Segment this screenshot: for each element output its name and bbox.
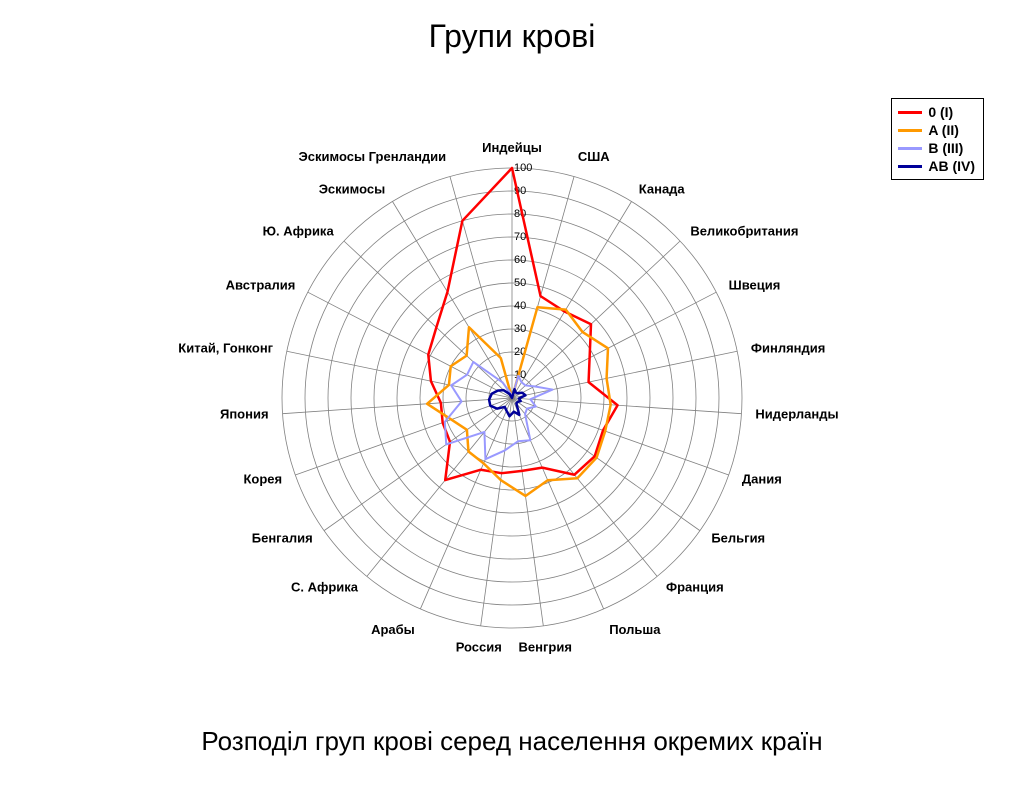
axis-label: Корея — [243, 472, 282, 487]
axis-label: Япония — [220, 407, 269, 422]
tick-label: 60 — [514, 254, 526, 266]
axis-label: Нидерланды — [755, 407, 838, 422]
axis-label: Ю. Африка — [263, 223, 335, 238]
tick-label: 70 — [514, 231, 526, 243]
axis-label: Австралия — [226, 278, 296, 293]
axis-label: Бельгия — [711, 531, 765, 546]
page-title: Групи крові — [0, 18, 1024, 55]
axis-label: Канада — [639, 182, 686, 197]
legend-label: 0 (I) — [928, 103, 953, 121]
legend-label: B (III) — [928, 139, 963, 157]
legend-item: B (III) — [898, 139, 975, 157]
legend-item: AB (IV) — [898, 157, 975, 175]
tick-label: 40 — [514, 300, 526, 312]
legend-item: 0 (I) — [898, 103, 975, 121]
legend-swatch — [898, 165, 922, 168]
legend-item: A (II) — [898, 121, 975, 139]
tick-label: 100 — [514, 162, 532, 174]
tick-label: 30 — [514, 323, 526, 335]
legend-label: AB (IV) — [928, 157, 975, 175]
series-line — [489, 389, 525, 416]
legend-swatch — [898, 111, 922, 114]
tick-label: 50 — [514, 277, 526, 289]
axis-label: Великобритания — [690, 223, 798, 238]
legend-swatch — [898, 129, 922, 132]
legend: 0 (I)A (II)B (III)AB (IV) — [891, 98, 984, 180]
axis-label: Дания — [742, 472, 782, 487]
axis-label: Польша — [609, 622, 661, 637]
axis-label: Финляндия — [751, 340, 825, 355]
legend-swatch — [898, 147, 922, 150]
axis-label: С. Африка — [291, 579, 359, 594]
axis-label: Индейцы — [482, 140, 542, 155]
axis-label: Эскимосы Гренландии — [299, 149, 447, 164]
axis-label: Эскимосы — [319, 182, 386, 197]
axis-label: Швеция — [729, 278, 781, 293]
axis-label: Франция — [666, 579, 724, 594]
radar-chart: 102030405060708090100ИндейцыСШАКанадаВел… — [0, 78, 1024, 698]
page-subtitle: Розподіл груп крові серед населення окре… — [0, 726, 1024, 757]
axis-label: Бенгалия — [252, 531, 313, 546]
axis-label: Арабы — [371, 622, 415, 637]
axis-label: Россия — [456, 640, 502, 655]
axis-label: Китай, Гонконг — [178, 340, 273, 355]
axis-label: Венгрия — [519, 640, 572, 655]
legend-label: A (II) — [928, 121, 959, 139]
axis-label: США — [578, 149, 610, 164]
